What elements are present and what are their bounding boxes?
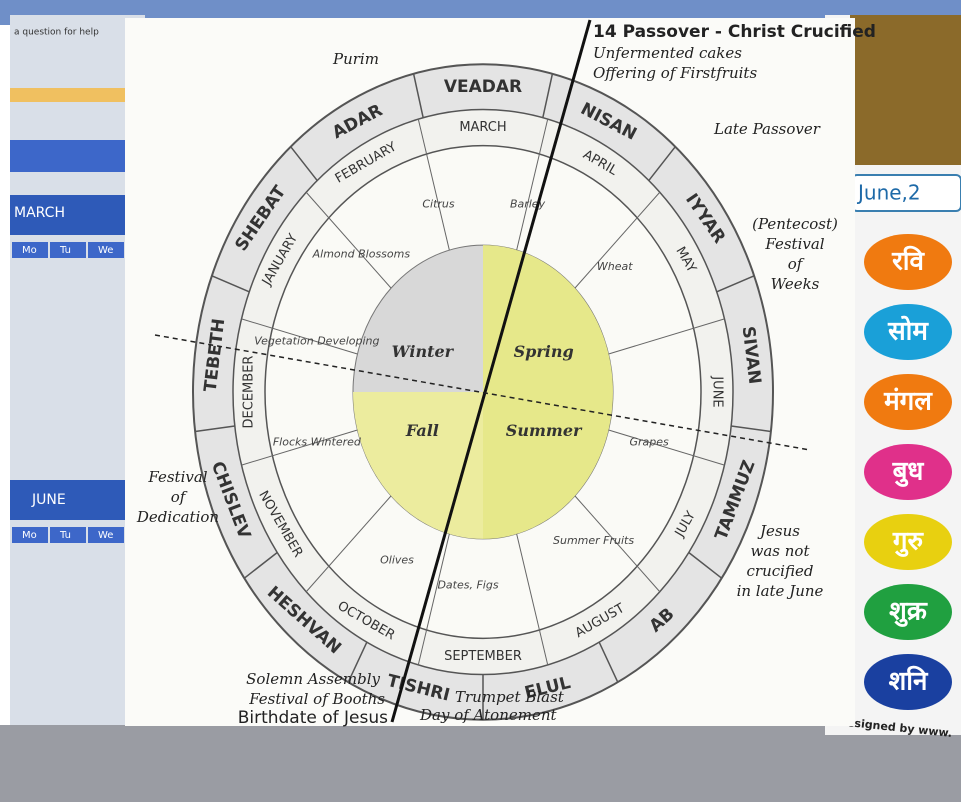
month: DECEMBER <box>242 356 257 429</box>
crop: Dates, Figs <box>437 579 498 592</box>
annotation: Late Passover <box>713 120 821 138</box>
day-header: We <box>98 530 113 541</box>
column-bar <box>10 88 125 102</box>
day-name: मंगल <box>883 387 933 417</box>
annotation: crucified <box>747 562 814 580</box>
season: Summer <box>506 421 583 440</box>
floor <box>0 725 961 802</box>
month-header <box>10 480 125 520</box>
annotation: Solemn Assembly <box>246 670 380 688</box>
help-text: a question for help <box>14 28 99 38</box>
calendar-title: JUNE <box>31 492 66 508</box>
day-name: शनि <box>889 666 929 697</box>
annotation: Birthdate of Jesus <box>238 708 388 728</box>
day-header: Tu <box>59 530 71 541</box>
crop: Summer Fruits <box>553 534 634 547</box>
crop: Almond Blossoms <box>312 248 411 261</box>
annotation: Jesus <box>757 522 800 540</box>
annotation: Unfermented cakes <box>593 44 742 62</box>
crop: Vegetation Developing <box>254 335 379 348</box>
annotation: of <box>788 255 805 273</box>
annotation: of <box>171 488 188 506</box>
annotation: Offering of Firstfruits <box>593 64 757 82</box>
season: Winter <box>392 342 455 361</box>
annotation: 14 Passover - Christ Crucified <box>593 22 876 42</box>
annotation: Festival <box>764 235 824 253</box>
hebrew-month: VEADAR <box>444 77 522 97</box>
annotation: (Pentecost) <box>752 215 838 233</box>
day-name: शुक्र <box>889 597 928 628</box>
crop: Flocks Wintered <box>273 435 362 448</box>
annotation: Purim <box>332 50 379 68</box>
annotation: Festival <box>147 468 207 486</box>
annotation: was not <box>751 542 811 560</box>
blue-band <box>10 140 125 172</box>
month: MARCH <box>459 120 506 135</box>
annotation: Trumpet Blast <box>455 688 565 706</box>
calendar-title: MARCH <box>14 205 65 221</box>
month: JUNE <box>710 375 725 407</box>
day-name: बुध <box>892 457 925 488</box>
date: June,2 <box>856 181 921 205</box>
annotation: in late June <box>737 582 824 600</box>
crop: Wheat <box>597 260 633 273</box>
season: Fall <box>405 421 439 440</box>
crop: Olives <box>380 553 414 566</box>
annotation: Day of Atonement <box>419 706 557 724</box>
annotation: Festival of Booths <box>248 690 385 708</box>
day-name: सोम <box>887 316 929 347</box>
season: Spring <box>514 342 574 361</box>
day-header: Tu <box>59 245 71 256</box>
annotation: Weeks <box>771 275 820 293</box>
day-header: Mo <box>22 245 37 256</box>
scene: a question for help MARCH JUNE Mo Tu We Mo T… <box>0 0 961 802</box>
left-window <box>10 15 145 725</box>
day-header: Mo <box>22 530 37 541</box>
day-name: रवि <box>891 246 925 277</box>
crop: Citrus <box>422 197 455 210</box>
month: SEPTEMBER <box>444 649 522 664</box>
day-name: गुरु <box>892 527 925 558</box>
day-header: We <box>98 245 113 256</box>
annotation: Dedication <box>136 508 219 526</box>
crop: Grapes <box>629 435 669 448</box>
